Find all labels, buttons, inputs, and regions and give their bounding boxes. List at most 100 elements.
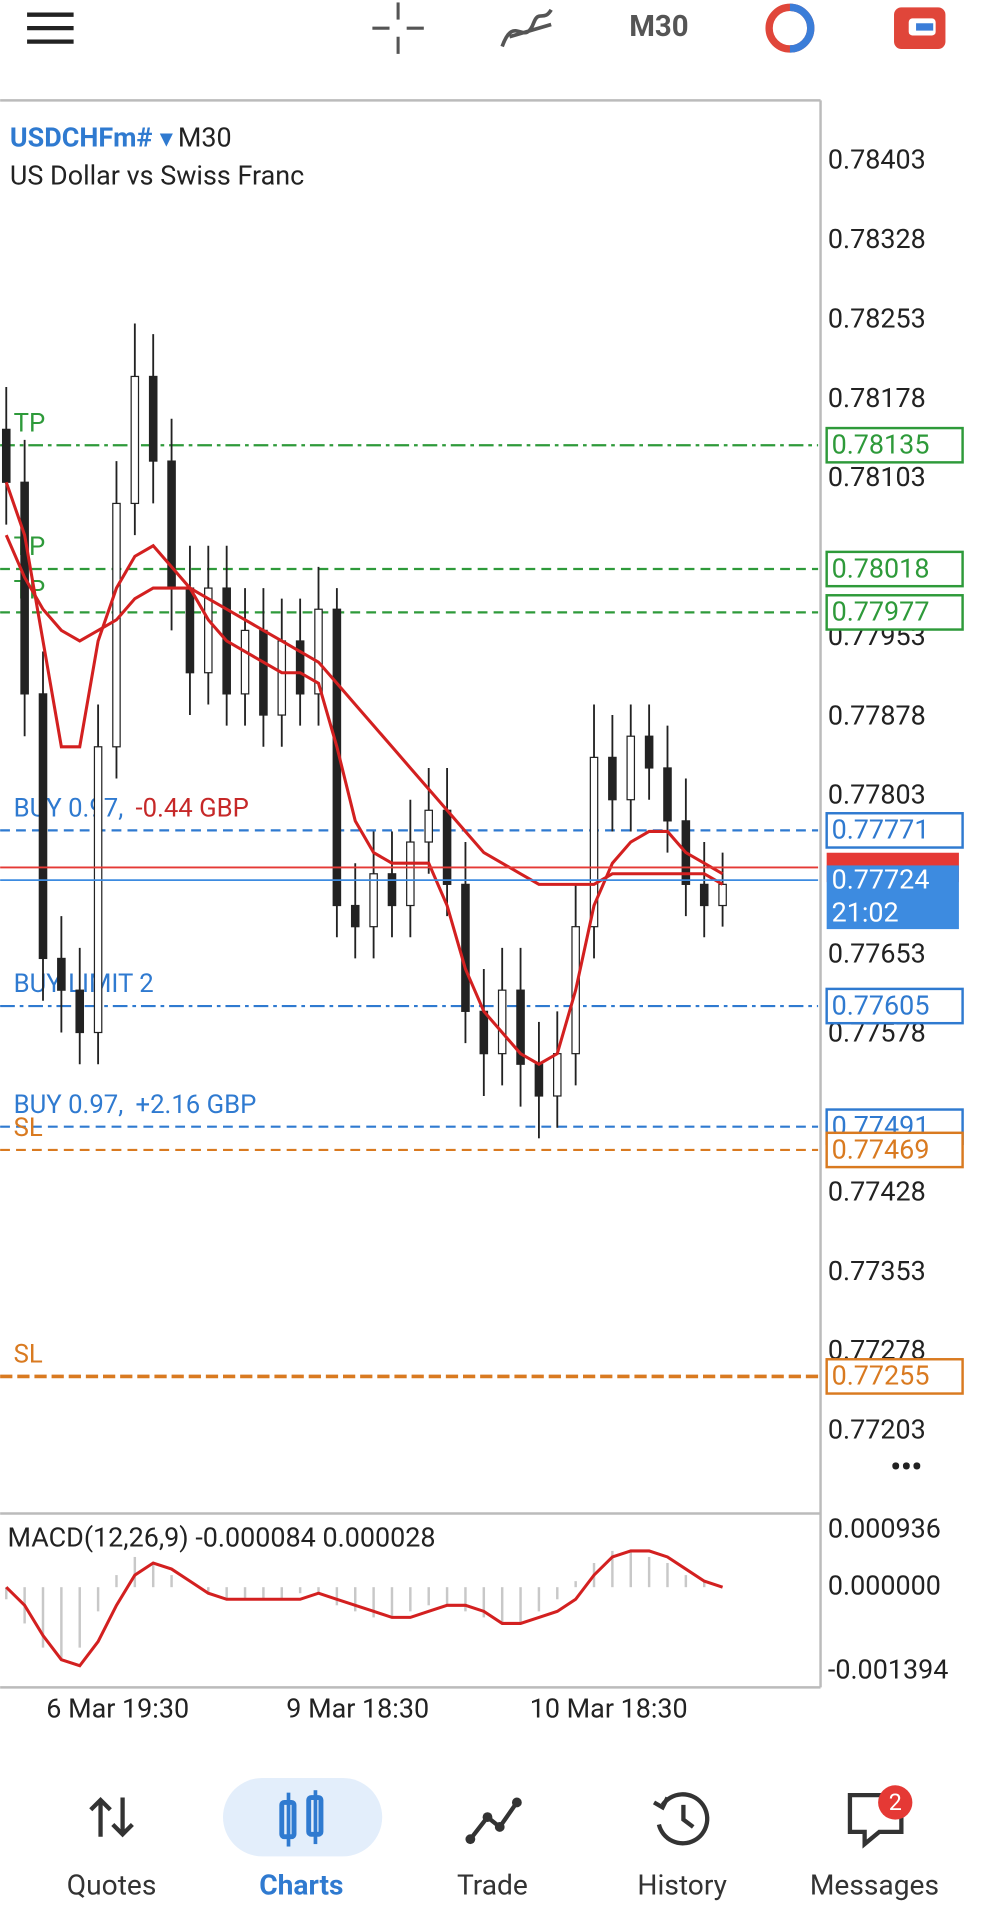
macd-bar xyxy=(445,1587,449,1606)
nav-label[interactable]: Messages xyxy=(810,1868,939,1901)
candle-body xyxy=(57,957,66,991)
candle-body xyxy=(552,1053,562,1097)
candle-body xyxy=(75,989,85,1034)
candle-body xyxy=(112,502,121,748)
level-label: SL xyxy=(14,1113,43,1143)
candle-body xyxy=(38,693,48,960)
candle-body xyxy=(130,375,140,505)
quotes-icon[interactable] xyxy=(89,1796,134,1838)
macd-bar xyxy=(151,1563,155,1588)
crosshair-button[interactable] xyxy=(372,2,424,54)
price-tick-label: 0.78103 xyxy=(828,461,926,493)
level-name: TP xyxy=(14,408,46,438)
macd-bar xyxy=(41,1587,45,1648)
symbol-description: US Dollar vs Swiss Franc xyxy=(10,160,304,192)
macd-bar xyxy=(78,1587,81,1648)
candle-body xyxy=(406,841,415,907)
candle-body xyxy=(387,873,397,907)
messages-icon[interactable] xyxy=(847,1785,913,1849)
level-price: 0.78018 xyxy=(832,552,930,584)
macd-bar xyxy=(409,1587,412,1612)
candle-body xyxy=(442,809,452,885)
macd-bar xyxy=(647,1556,651,1588)
level-price-box xyxy=(825,1358,964,1395)
macd-label: MACD(12,26,9) -0.000084 0.000028 xyxy=(7,1521,435,1553)
ma-fast xyxy=(4,481,724,1067)
price-tick-label: 0.77428 xyxy=(828,1175,926,1207)
level-price: 0.78135 xyxy=(832,429,930,461)
macd-bar xyxy=(243,1587,247,1600)
level-price-box xyxy=(825,594,964,631)
macd-bar xyxy=(574,1581,577,1588)
history-icon[interactable] xyxy=(652,1792,710,1846)
candle-body xyxy=(424,809,433,843)
candle-body xyxy=(461,883,470,1012)
macd-tick-label: -0.001394 xyxy=(828,1654,948,1686)
macd-bar xyxy=(703,1581,706,1588)
level-name: BUY 0.97, xyxy=(14,1090,124,1120)
macd-bar xyxy=(170,1575,173,1588)
candle-body xyxy=(93,746,103,1034)
macd-bar xyxy=(684,1575,688,1588)
charts-icon[interactable] xyxy=(279,1790,324,1847)
menu-button[interactable] xyxy=(27,12,74,44)
macd-bar xyxy=(629,1550,632,1588)
nav-label[interactable]: Trade xyxy=(457,1868,528,1901)
macd-bar xyxy=(427,1587,430,1606)
macd-bar xyxy=(280,1587,283,1600)
level-price: 0.77977 xyxy=(832,596,930,628)
price-tick-label: 0.78178 xyxy=(828,382,926,414)
candle-body xyxy=(699,883,709,907)
candle-body xyxy=(479,1010,489,1055)
level-label: BUY 0.97, +2.16 GBP xyxy=(14,1090,257,1120)
time-label: 10 Mar 18:30 xyxy=(530,1693,688,1725)
price-tick-label: 0.77353 xyxy=(828,1255,926,1287)
candle-body xyxy=(185,587,195,674)
macd-bar xyxy=(666,1563,669,1588)
time-label: 6 Mar 19:30 xyxy=(46,1693,189,1725)
symbol[interactable]: USDCHFm# xyxy=(10,122,153,154)
candle-body xyxy=(20,481,29,695)
level-profit: -0.44 GBP xyxy=(136,793,249,823)
nav-label[interactable]: Quotes xyxy=(67,1868,157,1901)
candle-body xyxy=(204,587,213,674)
plot: 0.78403 0.78328 0.78253 0.78178 0.78103 0.779… xyxy=(0,144,964,1686)
macd-bar xyxy=(133,1556,137,1588)
candle-body xyxy=(277,640,287,716)
trade-icon[interactable] xyxy=(465,1797,522,1845)
level-price-box xyxy=(825,1131,964,1169)
timeframe-button[interactable]: M30 xyxy=(629,10,688,44)
macd-bar xyxy=(464,1587,467,1612)
macd-bar xyxy=(262,1587,265,1600)
chart-timeframe: M30 xyxy=(178,122,232,154)
candle-body xyxy=(295,640,305,695)
price-tick-label: 0.77803 xyxy=(828,779,926,811)
macd-bar xyxy=(519,1587,522,1624)
more-button[interactable]: ••• xyxy=(890,1451,922,1485)
trade-button[interactable] xyxy=(765,3,815,53)
nav-label[interactable]: History xyxy=(637,1868,727,1901)
symbol-header[interactable]: USDCHFm# ▼ M30 xyxy=(10,122,232,154)
candle-body xyxy=(240,629,250,695)
price-tick-label: 0.77203 xyxy=(828,1414,926,1446)
candle-body xyxy=(608,756,617,801)
account-button[interactable] xyxy=(894,7,946,49)
candle-body xyxy=(626,735,636,801)
price-tick-label: 0.78328 xyxy=(828,223,926,255)
candle-body xyxy=(589,756,599,928)
macd-bar xyxy=(115,1575,118,1588)
candle-body xyxy=(350,904,360,928)
macd-bar xyxy=(207,1587,210,1594)
macd-bar xyxy=(5,1587,8,1600)
nav-label[interactable]: Charts xyxy=(259,1868,343,1901)
macd-bar xyxy=(537,1587,541,1612)
candle-body xyxy=(314,608,323,695)
level-profit: +2.16 GBP xyxy=(136,1090,257,1120)
candle-body xyxy=(663,767,672,822)
level-price-box xyxy=(825,426,964,464)
macd-bar xyxy=(482,1587,486,1618)
ma-slow xyxy=(4,534,724,886)
indicators-button[interactable] xyxy=(500,8,553,48)
level-label: BUY 0.97, -0.44 GBP xyxy=(14,793,249,823)
